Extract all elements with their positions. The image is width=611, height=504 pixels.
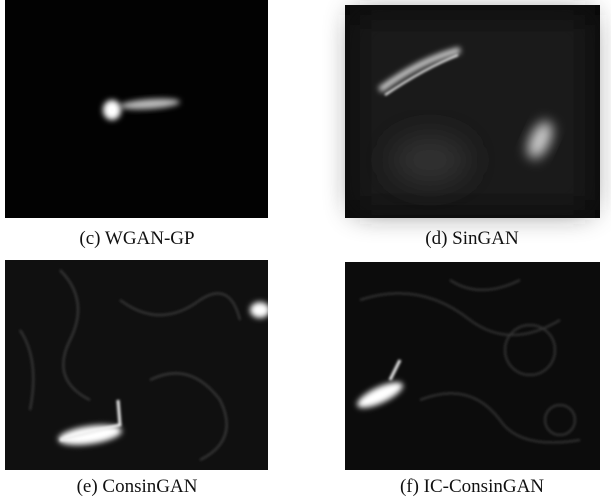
panel-e xyxy=(5,260,270,470)
caption: (c) WGAN-GP xyxy=(79,228,195,249)
panel-d xyxy=(345,5,600,218)
caption: (f) IC-ConsinGAN xyxy=(399,476,545,497)
panel-f xyxy=(345,262,600,470)
caption: (e) ConsinGAN xyxy=(76,476,198,497)
caption: (d) SinGAN xyxy=(425,228,519,249)
panel-c xyxy=(5,0,268,218)
